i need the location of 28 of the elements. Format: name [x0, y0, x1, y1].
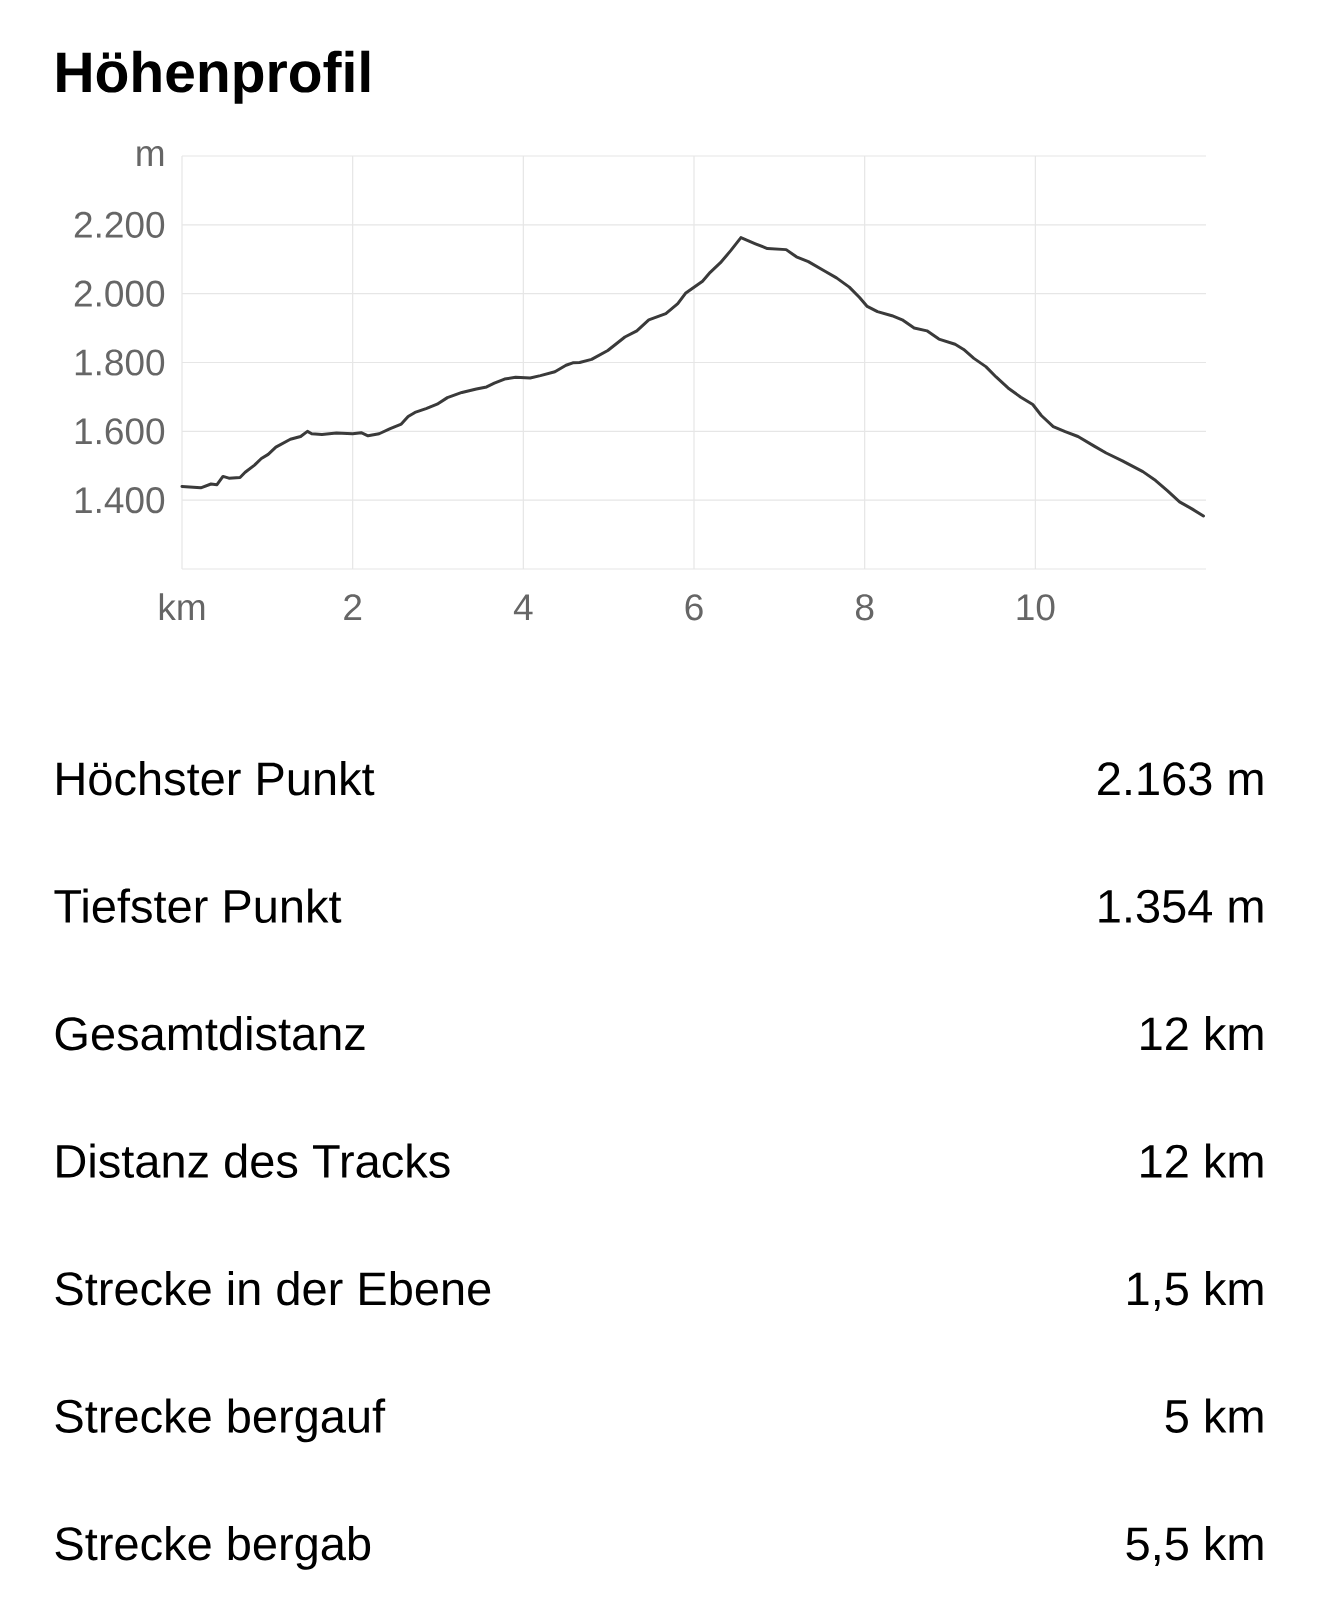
text: 5,5 km	[1126, 1525, 1263, 1567]
text: 12 km	[1141, 1015, 1263, 1051]
y-tick-label: m	[137, 146, 164, 166]
text: 1,5 km	[1128, 1270, 1263, 1312]
text: 5 km	[1165, 1398, 1263, 1433]
line-series	[180, 236, 1205, 518]
text: 1.354 m	[1099, 889, 1263, 923]
text: Gesamtdistanz	[55, 1015, 365, 1051]
text: Höchster Punkt	[57, 760, 375, 796]
text: Strecke bergauf	[55, 1398, 386, 1443]
x-tick-label: 10	[1017, 594, 1055, 621]
chart-title: Höhenprofil	[57, 50, 370, 104]
text: 2.163 m	[1098, 762, 1263, 796]
y-tick-label: 1.800	[75, 349, 165, 376]
text: Strecke in der Ebene	[55, 1270, 491, 1306]
x-tick-label: 6	[685, 594, 703, 621]
x-tick-label: km	[159, 593, 205, 621]
y-tick-label: 1.600	[75, 418, 165, 445]
x-tick-label: 2	[344, 594, 362, 621]
text: Tiefster Punkt	[54, 888, 342, 923]
y-tick-label: 1.400	[75, 487, 165, 514]
x-tick-label: 8	[855, 594, 874, 621]
x-tick-label: 4	[513, 594, 533, 621]
text: 12 km	[1141, 1143, 1263, 1178]
text: Strecke bergab	[55, 1525, 371, 1570]
y-tick-label: 2.200	[74, 211, 165, 238]
text: Distanz des Tracks	[57, 1143, 450, 1178]
y-tick-label: 2.000	[74, 280, 165, 307]
